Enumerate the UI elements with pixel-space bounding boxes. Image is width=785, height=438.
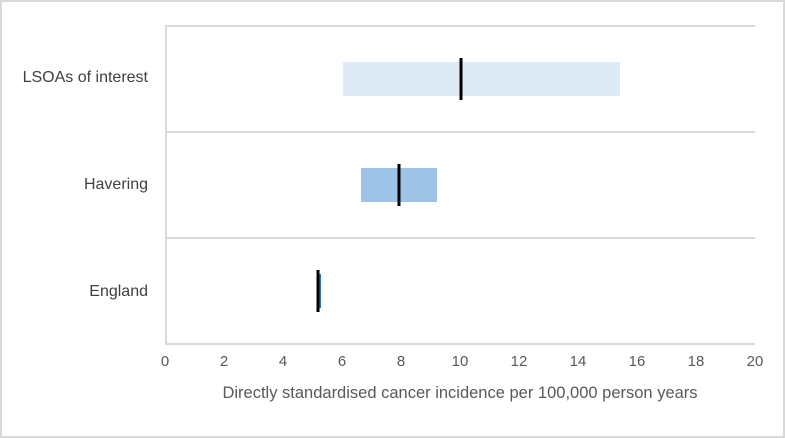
x-tick-label: 8 bbox=[396, 353, 406, 370]
x-axis-title: Directly standardised cancer incidence p… bbox=[222, 384, 698, 402]
x-tick-label: 20 bbox=[746, 353, 764, 370]
point-estimate-marker bbox=[459, 58, 463, 100]
x-tick-label: 14 bbox=[569, 353, 587, 370]
x-tick-label: 6 bbox=[337, 353, 347, 370]
x-tick-label: 2 bbox=[219, 353, 229, 370]
category-label: England bbox=[89, 282, 148, 300]
point-estimate-marker bbox=[316, 270, 320, 312]
x-tick-label: 4 bbox=[278, 353, 288, 370]
y-axis-category-labels: LSOAs of interest Havering England bbox=[2, 25, 148, 345]
point-estimate-marker bbox=[397, 164, 401, 206]
x-tick-label: 0 bbox=[160, 353, 170, 370]
confidence-interval-bar bbox=[316, 274, 322, 308]
category-label: LSOAs of interest bbox=[22, 69, 148, 87]
x-tick-label: 10 bbox=[451, 353, 469, 370]
x-tick-label: 18 bbox=[687, 353, 705, 370]
x-tick-label: 12 bbox=[510, 353, 528, 370]
x-axis-tick-labels: 0 2 4 6 8 10 12 14 16 18 20 bbox=[161, 353, 764, 373]
category-label: Havering bbox=[83, 176, 148, 193]
category-band bbox=[167, 239, 755, 343]
x-tick-label: 16 bbox=[628, 353, 646, 370]
category-band bbox=[167, 27, 755, 133]
confidence-interval-bar bbox=[343, 62, 620, 96]
plot-area bbox=[165, 25, 755, 345]
category-band bbox=[167, 133, 755, 239]
